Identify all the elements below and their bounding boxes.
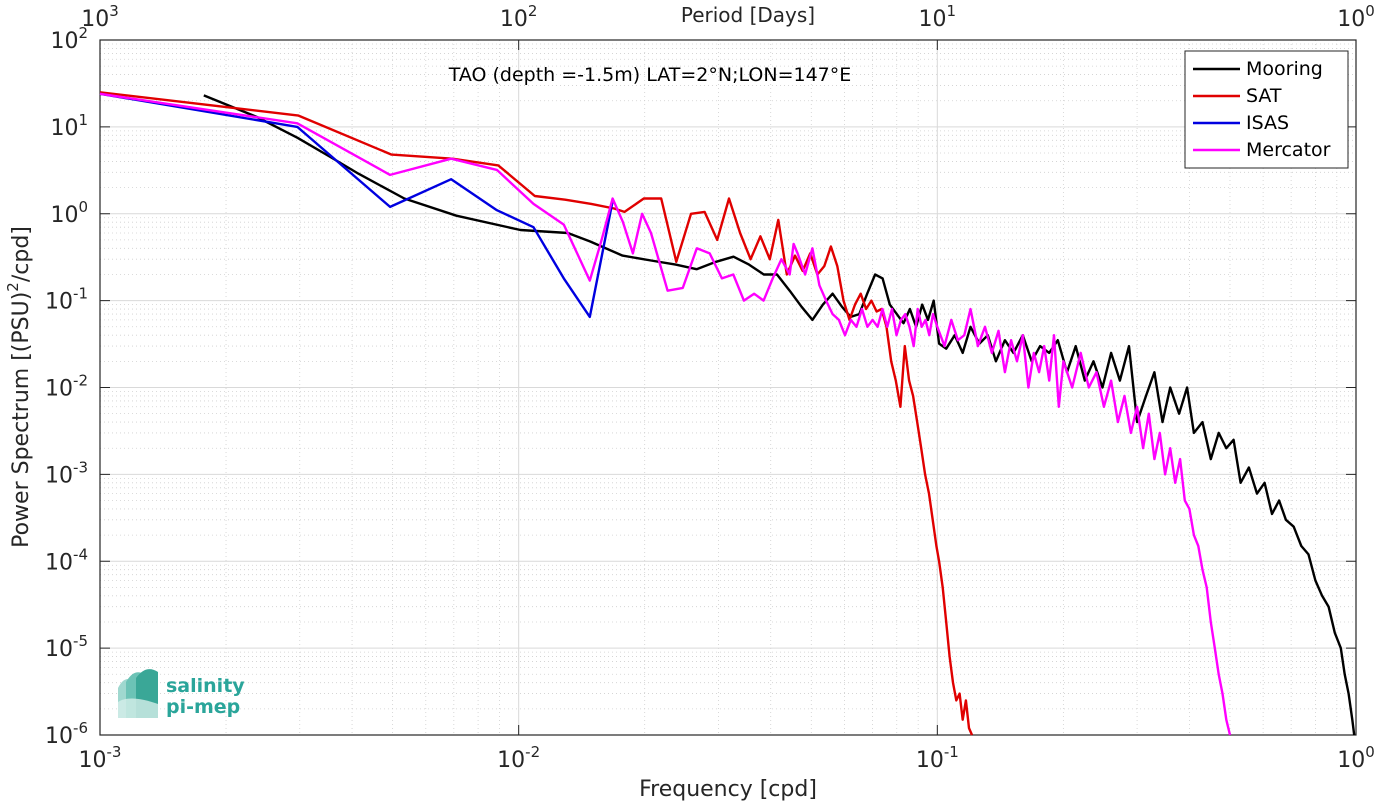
x-tick-label-exponent: -3	[107, 743, 122, 761]
x-tick-labels: 10-3 10-2 10-1 100	[79, 743, 1375, 773]
y-tick-label-exponent: -5	[73, 632, 88, 650]
top-tick-labels: 103 102 101 100	[81, 2, 1375, 32]
legend-label-isas: ISAS	[1246, 112, 1289, 134]
y-tick-label-exponent: -4	[73, 545, 88, 563]
legend-label-mercator: Mercator	[1246, 139, 1331, 161]
top-tick-label: 101	[919, 2, 957, 32]
y-axis-label-tail: /cpd]	[9, 226, 34, 282]
y-tick-label: 102	[50, 24, 88, 54]
y-tick-label-base: 10	[45, 290, 73, 315]
y-tick-label-exponent: 2	[78, 24, 88, 42]
series-mercator-line	[99, 92, 1232, 736]
y-tick-label-exponent: 0	[78, 198, 88, 216]
logo-text-pi-mep: pi-mep	[166, 696, 240, 718]
legend-label-mooring: Mooring	[1246, 58, 1323, 80]
top-tick-label-base: 10	[500, 7, 528, 32]
top-tick-label: 100	[1337, 2, 1375, 32]
y-tick-label-exponent: -1	[73, 285, 88, 303]
y-tick-label: 10-1	[45, 285, 88, 315]
top-tick-label-exponent: 0	[1365, 2, 1375, 20]
x-tick-label-base: 10	[79, 748, 107, 773]
salinity-pi-mep-logo: salinity pi-mep	[118, 669, 245, 718]
y-axis-label-main: Power Spectrum [(PSU)	[9, 292, 34, 548]
x-tick-label-base: 10	[497, 748, 525, 773]
y-tick-label: 101	[50, 111, 88, 141]
top-tick-label: 102	[500, 2, 538, 32]
y-tick-label-exponent: -6	[73, 719, 88, 737]
y-tick-label-base: 10	[50, 203, 78, 228]
y-tick-label-base: 10	[45, 724, 73, 749]
y-tick-label-base: 10	[45, 637, 73, 662]
y-tick-label-exponent: -3	[73, 458, 88, 476]
y-tick-label: 100	[50, 198, 88, 228]
y-tick-label-base: 10	[45, 377, 73, 402]
top-tick-label-base: 10	[81, 7, 109, 32]
y-tick-label-exponent: -2	[73, 372, 88, 390]
logo-text-salinity: salinity	[166, 675, 245, 697]
y-axis-label: Power Spectrum [(PSU)2/cpd]	[4, 226, 34, 548]
y-axis-label-superscript: 2	[4, 282, 22, 292]
legend: Mooring SAT ISAS Mercator	[1184, 50, 1349, 169]
top-tick-label-exponent: 1	[947, 2, 957, 20]
top-tick-label-base: 10	[1337, 7, 1365, 32]
legend-box	[1184, 50, 1349, 169]
series-isas-line	[99, 92, 614, 319]
top-tick-label: 103	[81, 2, 119, 32]
x-tick-label-base: 10	[916, 748, 944, 773]
y-tick-label-exponent: 1	[78, 111, 88, 129]
y-tick-label: 10-6	[45, 719, 88, 749]
top-tick-label-base: 10	[919, 7, 947, 32]
y-tick-label-base: 10	[45, 550, 73, 575]
x-tick-label: 10-1	[916, 743, 959, 773]
y-tick-label: 10-5	[45, 632, 88, 662]
top-tick-label-exponent: 2	[528, 2, 538, 20]
series-sat-line	[99, 91, 974, 736]
wave-logo-icon	[118, 669, 158, 718]
top-tick-label-exponent: 3	[109, 2, 119, 20]
chart-title: TAO (depth =-1.5m) LAT=2°N;LON=147°E	[448, 64, 852, 86]
x-tick-label: 100	[1337, 743, 1375, 773]
y-tick-label-base: 10	[50, 29, 78, 54]
x-tick-label: 10-3	[79, 743, 122, 773]
x-axis-label: Frequency [cpd]	[639, 777, 817, 802]
top-axis-label: Period [Days]	[681, 3, 815, 27]
series-layer	[99, 91, 1356, 736]
y-tick-label: 10-3	[45, 458, 88, 488]
y-tick-label: 10-2	[45, 372, 88, 402]
y-tick-label: 10-4	[45, 545, 88, 575]
x-tick-label-exponent: -2	[525, 743, 540, 761]
x-tick-label: 10-2	[497, 743, 540, 773]
y-tick-label-base: 10	[50, 116, 78, 141]
x-tick-label-exponent: 0	[1365, 743, 1375, 761]
y-tick-label-base: 10	[45, 463, 73, 488]
x-tick-label-base: 10	[1337, 748, 1365, 773]
grid	[99, 39, 1357, 736]
series-mooring-line	[203, 94, 1356, 736]
x-tick-label-exponent: -1	[944, 743, 959, 761]
legend-label-sat: SAT	[1246, 85, 1282, 107]
